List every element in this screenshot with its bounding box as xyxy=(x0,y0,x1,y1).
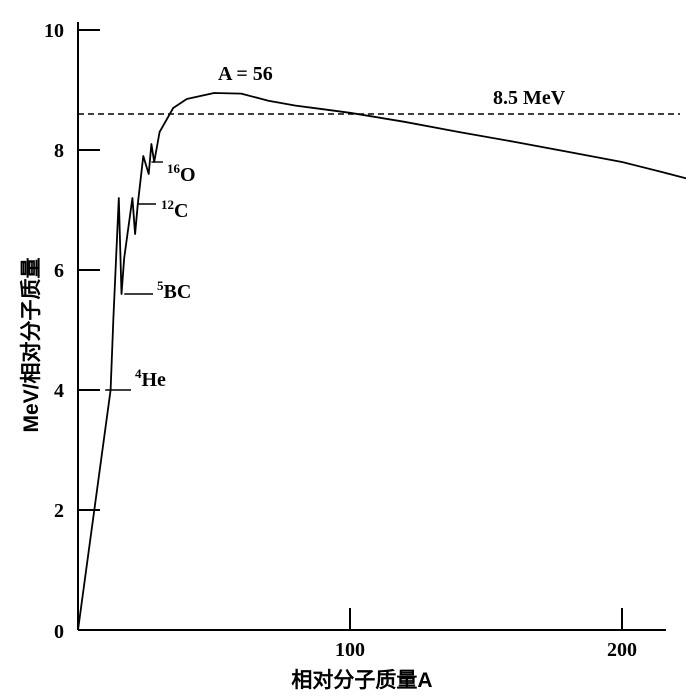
x-axis-title: 相对分子质量A xyxy=(291,668,432,692)
annotation-c12-symbol: C xyxy=(174,200,188,222)
annotation-o16: 16O xyxy=(167,161,196,186)
y-tick-label: 8 xyxy=(54,140,64,162)
annotation-o16-symbol: O xyxy=(180,164,196,186)
annotation-bc5-symbol: BC xyxy=(164,281,192,303)
x-tick-label: 100 xyxy=(335,639,365,661)
y-axis-title: MeV/相对分子质量 xyxy=(19,257,43,432)
reference-line-label: 8.5 MeV xyxy=(493,87,566,109)
binding-energy-curve xyxy=(77,92,686,631)
annotation-c12-mass: 12 xyxy=(161,197,174,212)
x-axis-ticks: 100 200 xyxy=(335,608,637,661)
annotation-bc5-mass: 5 xyxy=(157,278,164,293)
y-tick-label: 0 xyxy=(54,621,64,643)
y-tick-label: 10 xyxy=(44,20,64,42)
annotation-o16-mass: 16 xyxy=(167,161,181,176)
annotation-leaders xyxy=(105,161,163,391)
y-tick-label: 4 xyxy=(54,380,64,402)
y-tick-label: 2 xyxy=(54,500,64,522)
annotation-c12: 12C xyxy=(161,197,188,222)
y-tick-label: 6 xyxy=(54,260,64,282)
x-tick-label: 200 xyxy=(607,639,637,661)
annotation-bc5: 5BC xyxy=(157,278,191,303)
y-axis-ticks: 0 2 4 6 8 10 xyxy=(44,20,100,643)
annotation-a56: A = 56 xyxy=(218,63,273,85)
annotation-he4-symbol: He xyxy=(142,369,167,391)
annotation-he4: 4He xyxy=(135,366,166,391)
annotation-he4-mass: 4 xyxy=(135,366,142,381)
